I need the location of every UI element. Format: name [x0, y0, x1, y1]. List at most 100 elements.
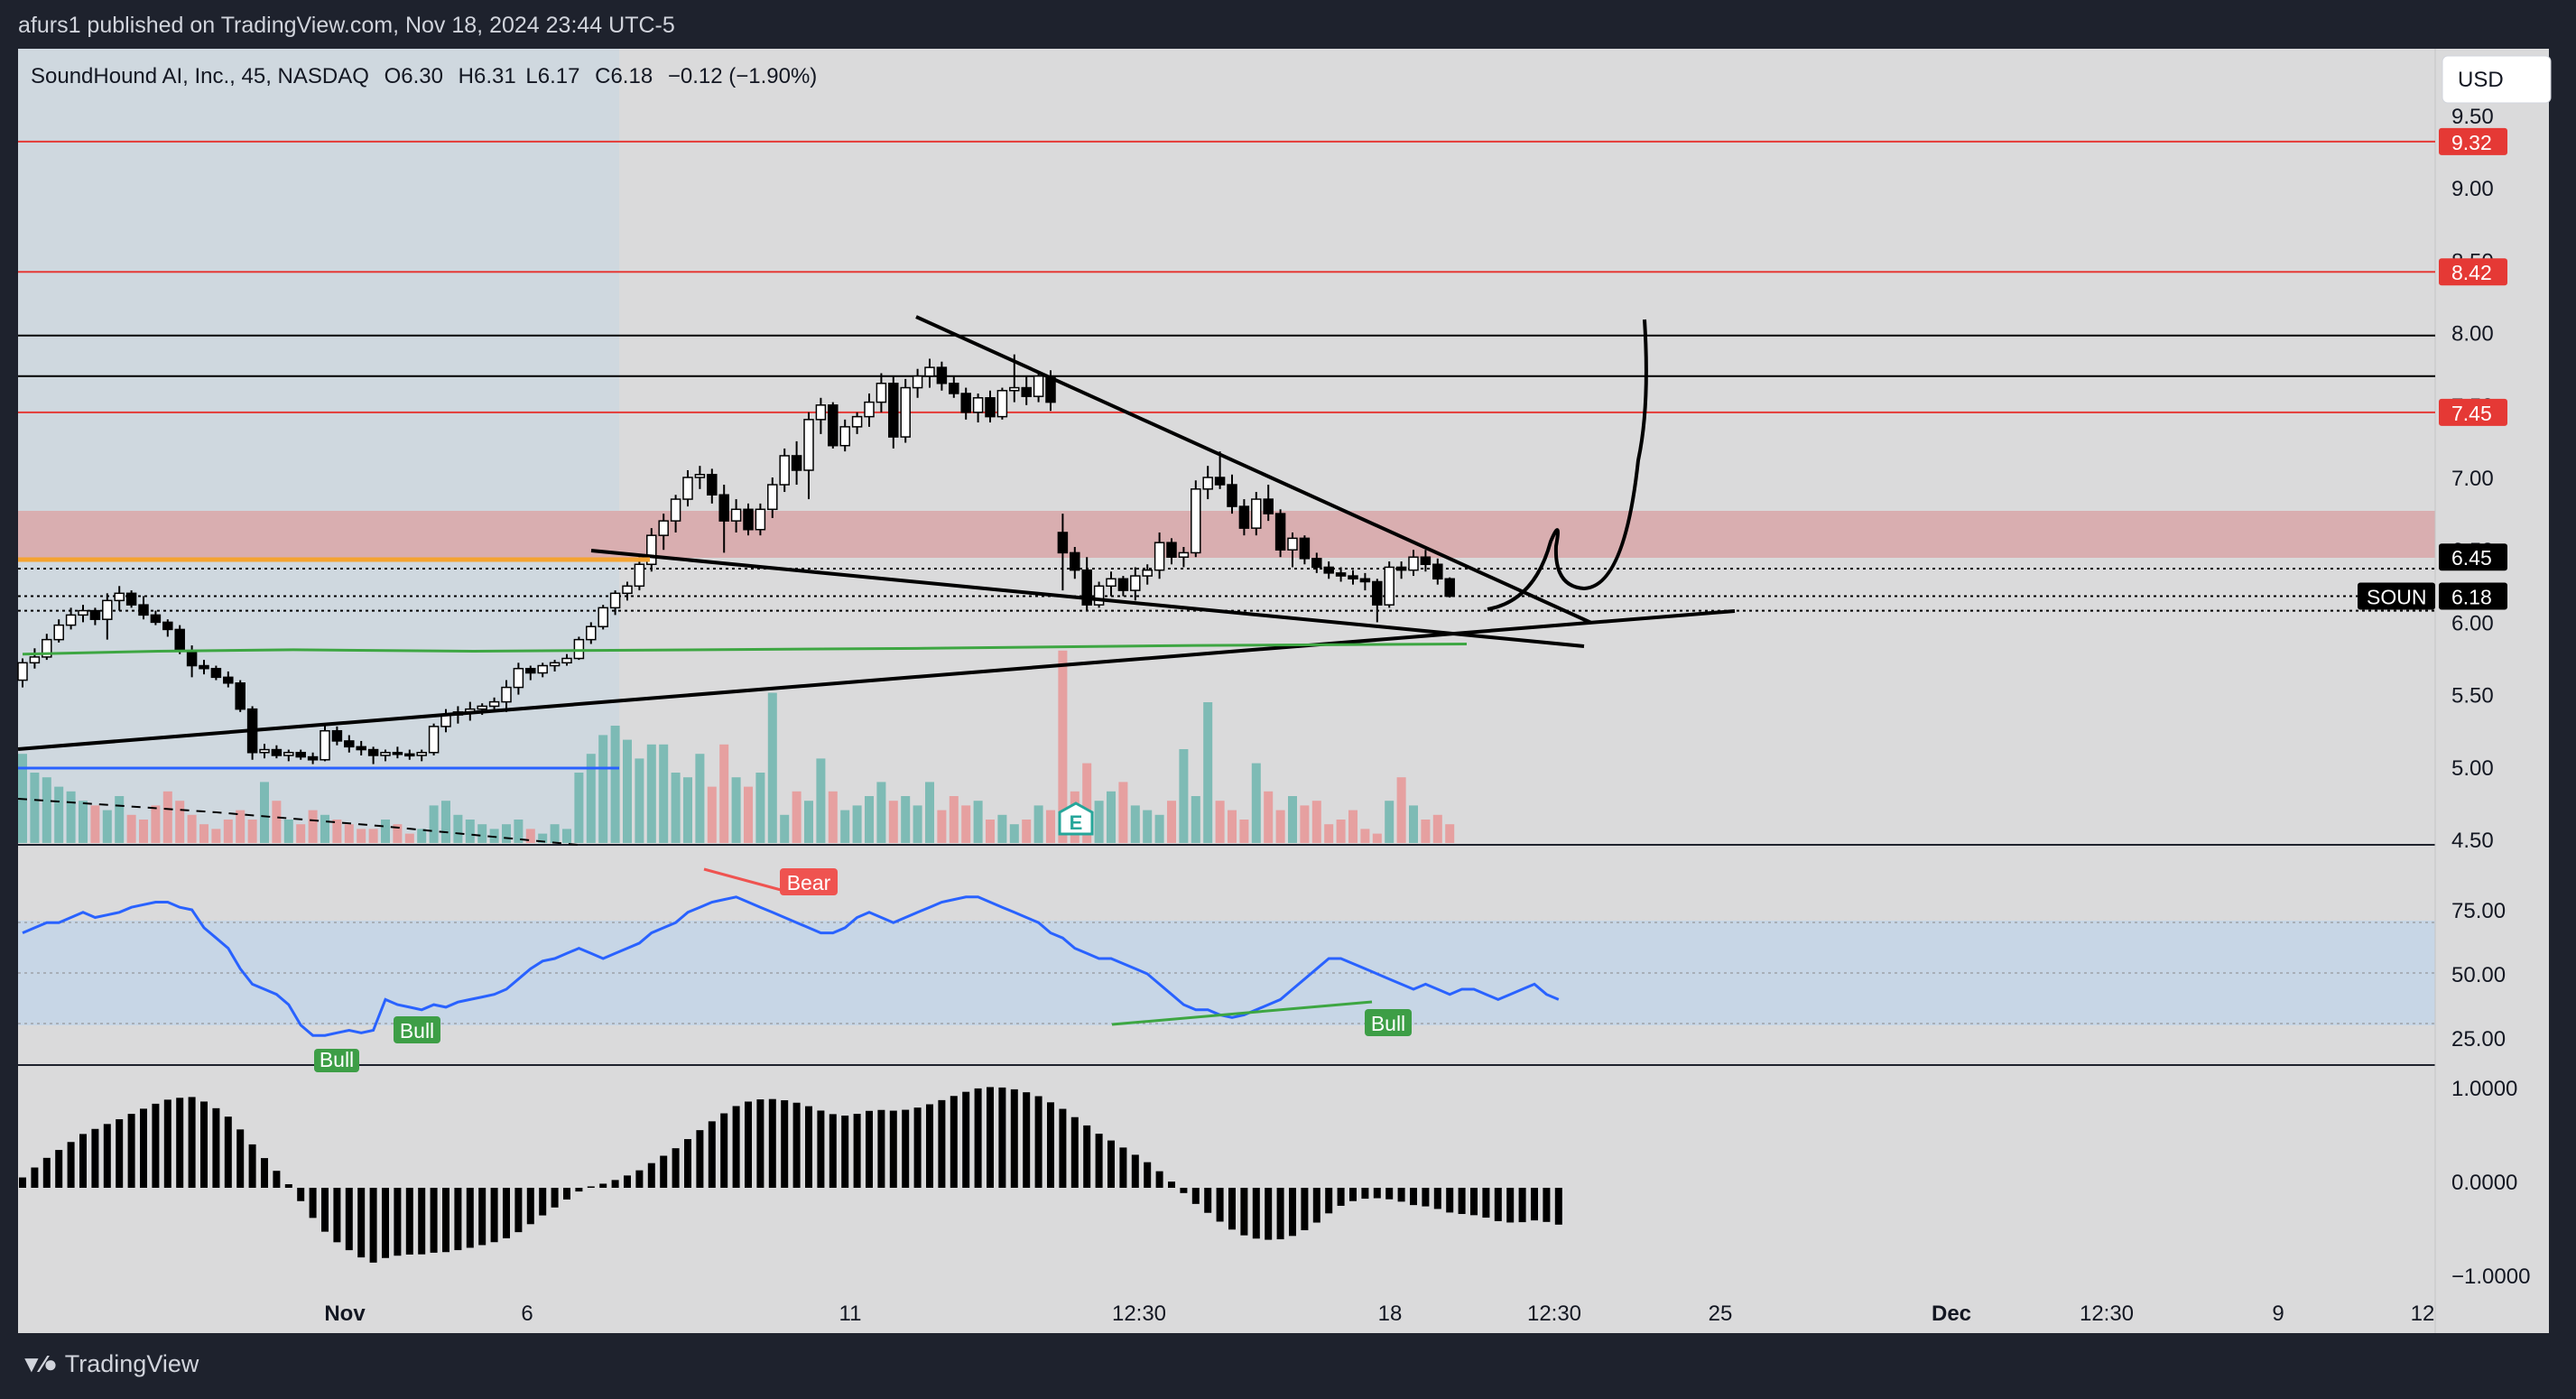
volume-bar [744, 786, 753, 843]
macd-bar [853, 1114, 861, 1188]
rsi-bull-divergence-line [1111, 1000, 1373, 1026]
candle [1093, 581, 1105, 608]
candle [223, 671, 234, 688]
candle-body [707, 474, 718, 496]
candle [1142, 564, 1153, 585]
candle-body [1372, 580, 1383, 606]
volume-bar [562, 829, 571, 843]
macd-bar [1337, 1188, 1345, 1206]
candle-body [1191, 488, 1201, 554]
macd-bar [805, 1106, 812, 1188]
volume-bar [876, 782, 886, 843]
time-axis[interactable]: Nov 6 11 12:30 18 12:30 25 Dec 12:30 9 12 [324, 1302, 2434, 1326]
candle [65, 607, 77, 630]
macd-bar [188, 1097, 196, 1188]
symbol-badge: SOUN [2358, 582, 2435, 610]
macd-bar [1059, 1108, 1067, 1188]
volume-bar [465, 820, 475, 843]
volume-bar [695, 754, 705, 843]
macd-bar [478, 1188, 486, 1246]
macd-bar [1265, 1188, 1273, 1240]
volume-bar [610, 726, 620, 843]
macd-bar [768, 1098, 776, 1188]
price-axis[interactable]: 9.509.008.508.007.507.006.506.005.505.00… [2358, 105, 2507, 853]
volume-bar [357, 829, 366, 843]
candle [150, 610, 162, 625]
volume-bar [1046, 810, 1055, 843]
candle-body [320, 729, 330, 761]
macd-bar [708, 1121, 716, 1188]
macd-bar [950, 1096, 958, 1188]
macd-bar [333, 1188, 341, 1243]
falling-support-trendline[interactable] [590, 549, 1585, 648]
macd-bar [926, 1104, 933, 1188]
legend-open-label: O [385, 64, 402, 88]
candle [320, 723, 330, 762]
candle [295, 749, 306, 760]
volume-bar [1009, 824, 1019, 843]
volume-bar [816, 758, 826, 843]
candle-body [1263, 498, 1274, 514]
candlestick-series [17, 354, 1455, 764]
volume-bar [1154, 814, 1164, 843]
macd-bar [91, 1128, 99, 1188]
volume-bar [151, 805, 161, 843]
candle-body [210, 667, 222, 679]
time-tick-label: 12 [2411, 1302, 2435, 1326]
price-badge: 7.45 [2439, 398, 2507, 426]
macd-bar [998, 1087, 1006, 1188]
rsi-axis: 75.00 50.00 25.00 [2451, 899, 2506, 1052]
rising-support-trendline[interactable] [17, 609, 1736, 751]
drawings[interactable] [17, 315, 1736, 1026]
legend-close-value: 6.18 [610, 64, 653, 88]
candle-body [53, 624, 64, 641]
volume-bar [236, 810, 246, 843]
macd-bar [430, 1188, 438, 1253]
candle-body [513, 667, 524, 689]
candle [598, 605, 608, 630]
candle-body [1238, 505, 1250, 529]
currency-button[interactable]: USD [2442, 55, 2552, 104]
candle-body [356, 746, 366, 751]
candle [1299, 535, 1311, 565]
projection-curve[interactable] [1487, 319, 1648, 611]
macd-bar [1144, 1162, 1152, 1188]
candle-body [779, 455, 790, 486]
candle [259, 744, 270, 759]
volume-bar [1215, 801, 1225, 843]
macd-bar [551, 1188, 559, 1208]
candle-body [1395, 566, 1407, 571]
macd-bar [163, 1099, 171, 1188]
candle [89, 607, 101, 625]
volume-bar [223, 820, 233, 843]
candle [416, 749, 427, 762]
candle [864, 393, 875, 427]
macd-bar [1276, 1188, 1284, 1240]
macd-bar [1397, 1188, 1405, 1202]
candle-body [622, 585, 633, 595]
macd-bar [1482, 1188, 1490, 1218]
currency-button-box[interactable] [2442, 55, 2552, 104]
candle-body [162, 621, 173, 631]
candle-body [767, 484, 778, 511]
volume-bar [574, 773, 584, 843]
candle [1420, 550, 1432, 572]
candle-body [259, 748, 270, 754]
macd-bar [913, 1107, 922, 1188]
descending-trendline[interactable] [915, 315, 1592, 625]
earnings-icon[interactable] [1058, 801, 1094, 836]
volume-bar [1191, 796, 1200, 843]
volume-bar [260, 782, 269, 843]
macd-bar [1131, 1154, 1139, 1188]
candle [114, 586, 125, 611]
candle-body [150, 614, 162, 624]
price-tick-label: 5.50 [2451, 684, 2494, 709]
candle [53, 619, 64, 643]
candle-body [89, 609, 101, 620]
earnings-marker[interactable]: E [1058, 801, 1094, 836]
macd-bar [1531, 1188, 1538, 1221]
volume-bar [320, 814, 329, 843]
candle-body [1009, 386, 1020, 392]
macd-bar [127, 1114, 135, 1188]
